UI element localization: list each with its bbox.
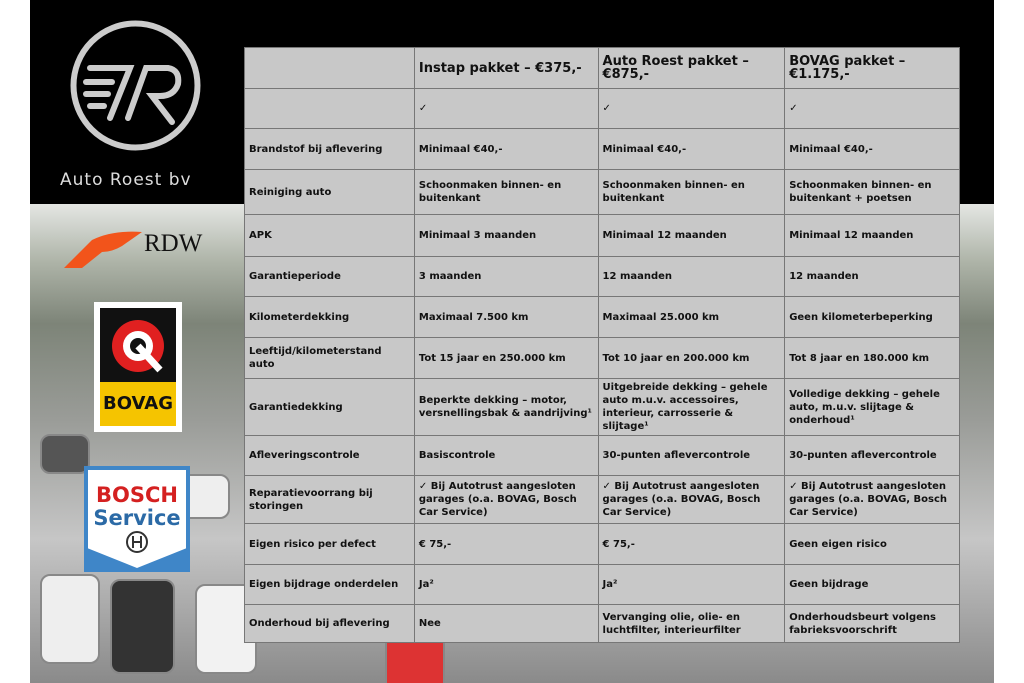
row-label: Reiniging auto bbox=[244, 169, 415, 215]
table-cell: Minimaal €40,- bbox=[413, 128, 599, 170]
table-row: Reiniging auto Schoonmaken binnen- en bui… bbox=[244, 169, 960, 215]
table-cell: Ja² bbox=[413, 564, 599, 605]
table-cell: Tot 15 jaar en 250.000 km bbox=[413, 337, 599, 379]
bosch-text: BOSCH bbox=[96, 483, 178, 507]
table-row: APK Minimaal 3 maanden Minimaal 12 maanden… bbox=[244, 214, 960, 257]
rdw-logo: RDW bbox=[62, 226, 212, 270]
auto-roest-logo bbox=[70, 20, 201, 151]
table-row: Eigen bijdrage onderdelen Ja² Ja² Geen bijd… bbox=[244, 564, 960, 605]
column-header: Instap pakket – €375,- bbox=[413, 47, 599, 89]
row-label: Onderhoud bij aflevering bbox=[244, 604, 415, 643]
table-cell: ✓ Bij Autotrust aangesloten garages (o.a… bbox=[784, 475, 960, 524]
row-label bbox=[244, 88, 415, 129]
table-cell: Schoonmaken binnen- en buitenkant + poet… bbox=[784, 169, 960, 215]
table-cell: Geen kilometerbeperking bbox=[784, 296, 960, 338]
table-row: Garantiedekking Beperkte dekking – motor,… bbox=[244, 378, 960, 436]
table-cell: ✓ Bij Autotrust aangesloten garages (o.a… bbox=[413, 475, 599, 524]
table-row: Eigen risico per defect € 75,- € 75,- Geen … bbox=[244, 523, 960, 565]
table-row: Leeftijd/kilometerstand auto Tot 15 jaar … bbox=[244, 337, 960, 379]
table-cell: Schoonmaken binnen- en buitenkant bbox=[413, 169, 599, 215]
table-cell: Minimaal 3 maanden bbox=[413, 214, 599, 257]
table-cell: Schoonmaken binnen- en buitenkant bbox=[597, 169, 786, 215]
table-cell: Tot 8 jaar en 180.000 km bbox=[784, 337, 960, 379]
table-cell: Uitgebreide dekking – gehele auto m.u.v.… bbox=[597, 378, 786, 436]
table-row: Onderhoud bij aflevering Nee Vervanging ol… bbox=[244, 604, 960, 643]
bosch-service-logo: BOSCH Service bbox=[84, 466, 190, 572]
table-row: Reparatievoorrang bij storingen ✓ Bij Aut… bbox=[244, 475, 960, 524]
table-cell: 12 maanden bbox=[784, 256, 960, 297]
table-cell: Geen eigen risico bbox=[784, 523, 960, 565]
table-cell: Maximaal 25.000 km bbox=[597, 296, 786, 338]
row-label: Garantieperiode bbox=[244, 256, 415, 297]
table-cell: Tot 10 jaar en 200.000 km bbox=[597, 337, 786, 379]
table-cell: € 75,- bbox=[413, 523, 599, 565]
table-row: Kilometerdekking Maximaal 7.500 km Maximaa… bbox=[244, 296, 960, 338]
table-cell: ✓ bbox=[413, 88, 599, 129]
table-cell: ✓ Bij Autotrust aangesloten garages (o.a… bbox=[597, 475, 786, 524]
table-cell: Basiscontrole bbox=[413, 435, 599, 476]
column-header bbox=[244, 47, 415, 89]
table-cell: ✓ bbox=[784, 88, 960, 129]
table-cell: Vervanging olie, olie- en luchtfilter, i… bbox=[597, 604, 786, 643]
table-cell: Maximaal 7.500 km bbox=[413, 296, 599, 338]
table-cell: Minimaal €40,- bbox=[784, 128, 960, 170]
table-cell: Nee bbox=[413, 604, 599, 643]
row-label: Kilometerdekking bbox=[244, 296, 415, 338]
package-comparison-table: Instap pakket – €375,- Auto Roest pakket … bbox=[244, 47, 960, 643]
row-label: Eigen bijdrage onderdelen bbox=[244, 564, 415, 605]
table-cell: Minimaal 12 maanden bbox=[597, 214, 786, 257]
table-cell: Geen bijdrage bbox=[784, 564, 960, 605]
row-label: Leeftijd/kilometerstand auto bbox=[244, 337, 415, 379]
column-header: Auto Roest pakket – €875,- bbox=[597, 47, 786, 89]
row-label: Afleveringscontrole bbox=[244, 435, 415, 476]
table-cell: Beperkte dekking – motor, versnellingsba… bbox=[413, 378, 599, 436]
brand-name: Auto Roest bv bbox=[60, 170, 192, 190]
table-cell: 30-punten aflevercontrole bbox=[784, 435, 960, 476]
row-label: Brandstof bij aflevering bbox=[244, 128, 415, 170]
table-cell: Minimaal €40,- bbox=[597, 128, 786, 170]
rdw-logo-text: RDW bbox=[144, 230, 203, 257]
table-row: ✓ ✓ ✓ bbox=[244, 88, 960, 129]
row-label: APK bbox=[244, 214, 415, 257]
bovag-logo-text: BOVAG bbox=[100, 382, 176, 426]
table-header-row: Instap pakket – €375,- Auto Roest pakket … bbox=[244, 47, 960, 89]
row-label: Reparatievoorrang bij storingen bbox=[244, 475, 415, 524]
table-cell: 12 maanden bbox=[597, 256, 786, 297]
bosch-armature-icon bbox=[126, 531, 148, 553]
table-cell: € 75,- bbox=[597, 523, 786, 565]
table-cell: Ja² bbox=[597, 564, 786, 605]
table-row: Garantieperiode 3 maanden 12 maanden 12 maa… bbox=[244, 256, 960, 297]
table-cell: Minimaal 12 maanden bbox=[784, 214, 960, 257]
row-label: Eigen risico per defect bbox=[244, 523, 415, 565]
table-row: Afleveringscontrole Basiscontrole 30-punte… bbox=[244, 435, 960, 476]
table-cell: ✓ bbox=[597, 88, 786, 129]
table-cell: Volledige dekking – gehele auto, m.u.v. … bbox=[784, 378, 960, 436]
table-cell: Onderhoudsbeurt volgens fabrieksvoorschr… bbox=[784, 604, 960, 643]
table-cell: 3 maanden bbox=[413, 256, 599, 297]
column-header: BOVAG pakket – €1.175,- bbox=[784, 47, 960, 89]
row-label: Garantiedekking bbox=[244, 378, 415, 436]
table-cell: 30-punten aflevercontrole bbox=[597, 435, 786, 476]
bovag-logo: BOVAG bbox=[94, 302, 182, 432]
service-text: Service bbox=[93, 506, 181, 530]
table-row: Brandstof bij aflevering Minimaal €40,- Mi… bbox=[244, 128, 960, 170]
